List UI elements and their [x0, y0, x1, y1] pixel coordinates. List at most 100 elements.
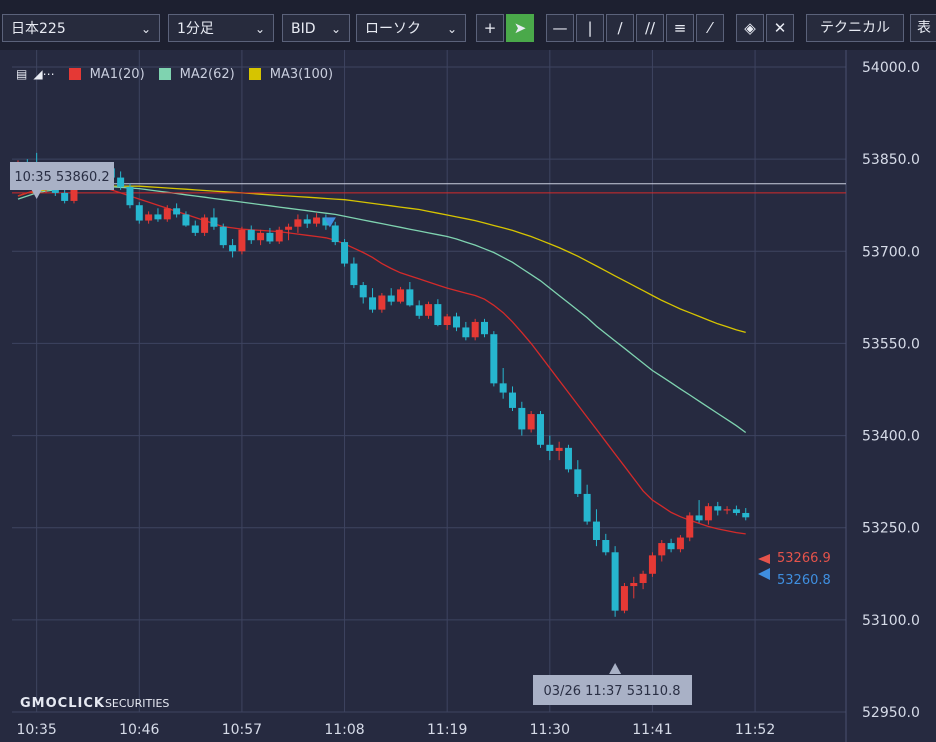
- candle-body: [201, 217, 209, 233]
- high-label-box: [10, 162, 114, 190]
- candle-body: [630, 583, 638, 587]
- candle-body: [397, 289, 405, 302]
- parallel-line-button[interactable]: ∕∕: [636, 14, 664, 42]
- symbol-select[interactable]: 日本225 ⌄: [2, 14, 160, 42]
- pointer-button[interactable]: ➤: [506, 14, 534, 42]
- candle-body: [602, 540, 610, 553]
- candle-body: [313, 217, 321, 224]
- candle-body: [191, 225, 199, 233]
- candle-body: [117, 177, 125, 187]
- chevron-down-icon: ⌄: [140, 22, 151, 36]
- ma1-legend-label: MA1(20): [89, 66, 145, 82]
- ask-price-label: 53266.9: [777, 551, 831, 566]
- candle-body: [462, 327, 470, 338]
- low-marker: [609, 663, 622, 674]
- y-tick-label: 53700.0: [862, 244, 920, 260]
- fibonacci-retracement-button[interactable]: ≡: [666, 14, 694, 42]
- x-axis: 10:35 10:46 10:57 11:08 11:19 11:30 11:41 11:52: [16, 722, 775, 738]
- candle-body: [667, 543, 675, 550]
- pointer-icon: ➤: [513, 19, 527, 37]
- candle-body: [443, 316, 451, 325]
- moving-averages: [17, 183, 747, 535]
- ma1-line: [17, 183, 746, 535]
- candle-body: [322, 217, 330, 226]
- ma3-line: [17, 185, 746, 334]
- candle-body: [574, 469, 582, 494]
- vertical-line-icon: |: [587, 19, 593, 37]
- candle-body: [182, 214, 190, 226]
- candle-body: [499, 383, 507, 393]
- ma3-legend-label: MA3(100): [269, 66, 334, 82]
- y-tick-label: 53550.0: [862, 336, 920, 352]
- chevron-down-icon: ⌄: [330, 22, 341, 36]
- symbol-value: 日本225: [11, 21, 66, 37]
- candle-body: [546, 444, 554, 451]
- eraser-button[interactable]: ◈: [736, 14, 764, 42]
- display-button[interactable]: 表: [910, 14, 936, 42]
- chart-legend: ▤ ◢⋯ MA1(20) MA2(62) MA3(100): [16, 64, 333, 84]
- candle-body: [331, 225, 339, 243]
- candle-body: [387, 295, 395, 302]
- candle-body: [61, 192, 69, 201]
- technical-button[interactable]: テクニカル: [806, 14, 904, 42]
- candle-body: [238, 229, 246, 252]
- comment-icon[interactable]: ▤: [16, 67, 28, 81]
- candle-body: [126, 186, 134, 206]
- candle-body: [173, 208, 181, 215]
- candle-body: [378, 295, 386, 310]
- candle-body: [648, 555, 656, 574]
- fibonacci-retracement-icon: ≡: [673, 19, 687, 37]
- chart-style-select[interactable]: ローソク ⌄: [356, 14, 466, 42]
- candle-body: [453, 316, 461, 328]
- candle-body: [266, 232, 274, 242]
- eraser-icon: ◈: [744, 19, 756, 37]
- vertical-line-button[interactable]: |: [576, 14, 604, 42]
- candle-body: [639, 573, 647, 583]
- candle-body: [518, 407, 526, 430]
- x-tick-label: 11:41: [632, 722, 672, 738]
- delete-all-button[interactable]: ✕: [766, 14, 794, 42]
- ma3-swatch: [248, 68, 261, 80]
- candle-body: [359, 285, 367, 298]
- candle-body: [695, 515, 703, 521]
- candle-body: [350, 263, 358, 286]
- bid-price-label: 53260.8: [777, 573, 831, 588]
- candle-body: [369, 297, 377, 310]
- annotations: 10:35 53860.2 03/26 11:37 53110.8 53266.…: [10, 162, 831, 705]
- crosshair-button[interactable]: +: [476, 14, 504, 42]
- candle-body: [135, 205, 143, 221]
- y-axis: 54000.0 53850.0 53700.0 53550.0 53400.0 53250…: [862, 60, 920, 721]
- candle-body: [303, 219, 311, 224]
- candle-body: [704, 506, 712, 521]
- brand-suffix: SECURITIES: [104, 697, 170, 710]
- toolbar: 日本225 ⌄ 1分足 ⌄ BID ⌄ ローソク ⌄ + ➤ — | ∕ ∕∕ …: [0, 0, 936, 50]
- candlestick-chart[interactable]: 54000.0 53850.0 53700.0 53550.0 53400.0 53250…: [0, 50, 936, 742]
- candle-body: [257, 232, 265, 241]
- candle-body: [247, 229, 255, 241]
- legend-toggle-icon[interactable]: ◢⋯: [33, 67, 55, 81]
- fibonacci-fan-button[interactable]: ⁄: [696, 14, 724, 42]
- horizontal-line-button[interactable]: —: [546, 14, 574, 42]
- candles: [14, 152, 750, 617]
- candle-body: [742, 512, 750, 518]
- price-type-select[interactable]: BID ⌄: [282, 14, 350, 42]
- candle-body: [611, 552, 619, 611]
- ma2-legend-label: MA2(62): [179, 66, 235, 82]
- y-tick-label: 53850.0: [862, 152, 920, 168]
- candle-body: [154, 214, 162, 220]
- candle-body: [723, 509, 731, 511]
- delete-all-icon: ✕: [773, 19, 787, 37]
- candle-body: [564, 447, 572, 470]
- x-tick-label: 11:30: [530, 722, 570, 738]
- trend-line-button[interactable]: ∕: [606, 14, 634, 42]
- x-tick-label: 10:57: [222, 722, 262, 738]
- candle-body: [686, 515, 694, 538]
- high-marker: [31, 190, 42, 199]
- candle-body: [732, 509, 740, 513]
- timeframe-select[interactable]: 1分足 ⌄: [168, 14, 274, 42]
- candle-body: [536, 414, 544, 445]
- candle-body: [620, 586, 628, 611]
- x-tick-label: 11:19: [427, 722, 467, 738]
- horizontal-lines: [12, 183, 846, 194]
- chart-style-value: ローソク: [365, 21, 421, 37]
